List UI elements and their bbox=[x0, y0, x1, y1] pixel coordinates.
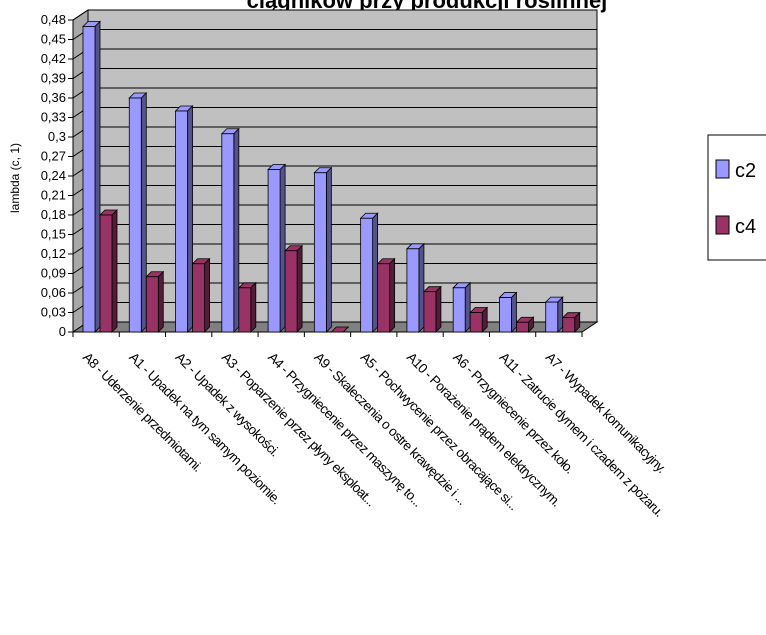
y-tick-label: 0 bbox=[59, 324, 66, 339]
bar-front bbox=[377, 263, 391, 333]
bar-front bbox=[267, 169, 281, 333]
bar-front bbox=[516, 321, 529, 333]
legend: c2 c4 bbox=[707, 134, 766, 261]
y-tick-label: 0,21 bbox=[41, 188, 66, 203]
bar-front bbox=[545, 301, 559, 333]
bar-c4 bbox=[422, 285, 442, 333]
bar-front bbox=[423, 291, 437, 333]
y-tick-label: 0,27 bbox=[41, 149, 66, 164]
bar-front bbox=[284, 250, 298, 333]
bar-c2 bbox=[82, 20, 101, 333]
bar-front bbox=[238, 287, 252, 333]
bar-side bbox=[279, 163, 286, 333]
bar-side bbox=[204, 257, 210, 333]
bar-c4 bbox=[99, 209, 118, 333]
bar-c4 bbox=[237, 281, 257, 333]
bar-front bbox=[221, 133, 235, 333]
bar-side bbox=[325, 166, 332, 333]
bar-front bbox=[82, 26, 96, 333]
legend-box bbox=[707, 134, 766, 261]
bar-side bbox=[157, 270, 164, 333]
bar-side bbox=[418, 242, 425, 333]
y-tick-label: 0,03 bbox=[41, 305, 66, 320]
bar-c2 bbox=[128, 92, 148, 333]
bar-front bbox=[499, 297, 512, 333]
bar-c2 bbox=[220, 127, 240, 333]
bar-c4 bbox=[561, 311, 581, 333]
y-tick-label: 0,48 bbox=[41, 12, 66, 27]
y-tick-label: 0,39 bbox=[41, 71, 66, 86]
y-tick-label: 0,24 bbox=[41, 168, 66, 183]
bar-c2 bbox=[267, 163, 287, 333]
bar-front bbox=[99, 214, 113, 333]
bar-c2 bbox=[174, 105, 194, 333]
y-tick-label: 0,42 bbox=[41, 51, 66, 66]
bar-c2 bbox=[405, 242, 425, 333]
bar-front bbox=[192, 263, 205, 333]
x-tick-label: A11 - Zatrucie dymem i czadem z pożaru. bbox=[496, 350, 666, 520]
legend-label: c2 bbox=[735, 160, 756, 182]
y-tick-label: 0,18 bbox=[41, 207, 66, 222]
y-tick-label: 0,12 bbox=[41, 246, 66, 261]
bar-side bbox=[435, 285, 442, 333]
bar-side bbox=[511, 291, 517, 333]
bar-c4 bbox=[376, 257, 396, 333]
bar-side bbox=[233, 127, 240, 333]
bar-front bbox=[562, 317, 576, 333]
y-tick-label: 0,45 bbox=[41, 32, 66, 47]
bar-c4 bbox=[145, 270, 165, 333]
bar-c2 bbox=[544, 296, 564, 333]
bar-c4 bbox=[330, 326, 350, 333]
bars bbox=[82, 20, 581, 333]
y-tick-label: 0,06 bbox=[41, 285, 66, 300]
gridline bbox=[72, 9, 597, 21]
bar-c4 bbox=[515, 316, 535, 333]
y-tick-label: 0,09 bbox=[41, 266, 66, 281]
x-tick-labels: A8 - Uderzenie przedmiotami.A1 - Upadek … bbox=[80, 350, 669, 520]
bar-front bbox=[452, 287, 466, 333]
bar-side bbox=[111, 209, 118, 333]
y-axis-label: lambda (c, 1) bbox=[8, 143, 22, 213]
legend-label: c4 bbox=[735, 216, 756, 238]
bar-front bbox=[175, 110, 188, 333]
bar-c4 bbox=[469, 306, 489, 333]
bar-side bbox=[389, 257, 396, 333]
bar-front bbox=[128, 97, 142, 333]
y-tick-labels: 0 0,03 0,06 0,09 0,12 0,15 0,18 0,21 0,24 0,27 0,3… bbox=[41, 12, 66, 339]
bar-front bbox=[406, 248, 420, 333]
bar-side bbox=[372, 212, 379, 333]
bar-side bbox=[557, 296, 564, 333]
y-tick-label: 0,3 bbox=[48, 129, 66, 144]
bar-side bbox=[94, 20, 101, 333]
y-tick-label: 0,15 bbox=[41, 227, 66, 242]
bar-c2 bbox=[498, 291, 518, 333]
bar-c4 bbox=[191, 257, 211, 333]
bar-front bbox=[313, 172, 327, 333]
bar-side bbox=[343, 326, 349, 333]
bar-c4 bbox=[284, 244, 304, 333]
bar-side bbox=[464, 281, 471, 333]
bar-front bbox=[360, 217, 374, 333]
bar-side bbox=[296, 244, 303, 333]
bar-front bbox=[145, 276, 159, 333]
bar-c2 bbox=[313, 166, 333, 333]
legend-swatch bbox=[715, 215, 730, 235]
legend-swatch bbox=[715, 159, 730, 179]
y-tick-label: 0,33 bbox=[41, 110, 66, 125]
y-tick-label: 0,36 bbox=[41, 90, 66, 105]
bar-side bbox=[140, 92, 147, 333]
bar-side bbox=[187, 105, 193, 333]
bar-c2 bbox=[452, 281, 472, 333]
bar-front bbox=[469, 312, 483, 333]
bar-side bbox=[250, 281, 257, 333]
bar-c2 bbox=[359, 212, 379, 333]
